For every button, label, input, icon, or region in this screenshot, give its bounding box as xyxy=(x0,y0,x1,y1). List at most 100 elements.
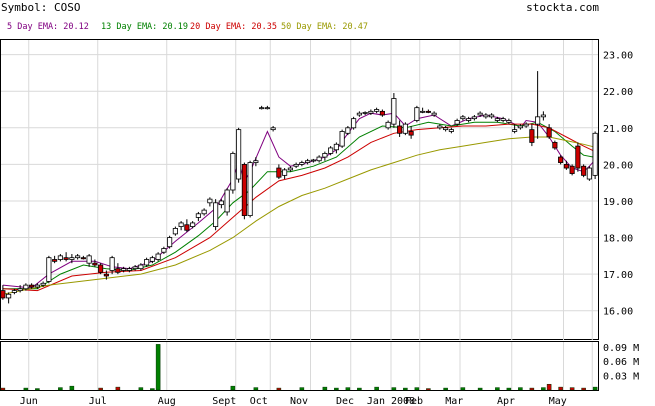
candle-body xyxy=(379,110,385,116)
candle xyxy=(408,125,414,139)
candle xyxy=(247,160,253,218)
candle-body xyxy=(201,209,207,215)
candle-body xyxy=(391,98,397,125)
legend-ema5: 5 Day EMA: 20.12 xyxy=(7,22,89,32)
candle-body xyxy=(500,118,506,121)
candle-body xyxy=(494,118,500,121)
candle xyxy=(512,124,518,134)
price-panel xyxy=(0,39,599,340)
candle xyxy=(581,164,587,178)
volume-bar xyxy=(558,386,563,391)
price-tick-label: 19.00 xyxy=(603,197,633,208)
candle xyxy=(17,285,23,293)
candle xyxy=(368,109,374,115)
candle-body xyxy=(40,282,46,286)
candle-body xyxy=(103,273,109,277)
candle xyxy=(316,155,322,163)
candle-body xyxy=(195,213,201,218)
candle-body xyxy=(17,288,23,292)
candle xyxy=(391,93,397,128)
price-axis-labels: 16.00 17.00 18.00 19.00 20.00 21.00 22.00 23.00 xyxy=(603,51,633,318)
volume-bar xyxy=(581,387,586,391)
candle-body xyxy=(535,116,541,125)
candle-body xyxy=(241,163,247,217)
candle-body xyxy=(345,127,351,134)
month-label: Apr xyxy=(497,396,515,406)
candle xyxy=(351,116,357,130)
candle-body xyxy=(98,264,104,273)
candle-body xyxy=(328,147,334,154)
candle xyxy=(540,111,546,121)
month-label: Oct xyxy=(250,396,268,406)
candle xyxy=(362,111,368,115)
candle-body xyxy=(402,123,408,134)
volume-bar xyxy=(299,387,305,391)
volume-bar xyxy=(58,387,63,391)
candle xyxy=(379,109,385,117)
volume-bar xyxy=(541,387,546,391)
volume-bar xyxy=(391,387,397,391)
candle xyxy=(471,115,477,121)
candle xyxy=(69,254,75,264)
candle xyxy=(431,111,437,117)
candle xyxy=(489,113,495,119)
candle-body xyxy=(437,125,443,129)
candle xyxy=(517,124,523,130)
candle xyxy=(121,266,127,273)
volume-tick-label: 0.06 M xyxy=(603,357,639,368)
ema-line-20-day xyxy=(2,123,596,292)
candle-body xyxy=(236,129,242,180)
volume-bar xyxy=(443,387,448,391)
candle xyxy=(172,226,178,236)
candle-body xyxy=(517,125,523,129)
legend-ema50: 50 Day EMA: 20.47 xyxy=(281,22,368,32)
candle xyxy=(420,107,426,114)
candle xyxy=(184,219,190,233)
volume-bar xyxy=(230,385,236,391)
candle xyxy=(34,283,40,289)
candle xyxy=(195,211,201,222)
candle xyxy=(201,208,207,216)
candle xyxy=(385,120,391,130)
price-tick-label: 16.00 xyxy=(603,307,633,318)
candle xyxy=(80,255,86,260)
candle xyxy=(149,255,155,264)
candle xyxy=(310,158,316,163)
candle-body xyxy=(414,107,420,121)
candle-body xyxy=(316,156,322,162)
volume-bar xyxy=(477,387,483,391)
volume-bar xyxy=(322,386,328,391)
candle xyxy=(241,162,247,220)
month-label: Jul xyxy=(89,396,107,406)
candle xyxy=(178,221,184,231)
candle-body xyxy=(230,153,236,191)
candle-body xyxy=(523,123,529,127)
candle xyxy=(506,118,512,125)
candle-body xyxy=(80,257,86,260)
candle-body xyxy=(397,125,403,134)
candle xyxy=(264,105,270,110)
candle-body xyxy=(339,131,345,147)
candle-body xyxy=(385,121,391,129)
candle-body xyxy=(420,110,426,113)
candle-body xyxy=(126,268,132,271)
volume-bar xyxy=(592,386,598,391)
volume-bar xyxy=(253,387,259,391)
candle xyxy=(52,255,58,264)
candle-body xyxy=(356,112,362,116)
candle xyxy=(529,124,535,147)
candle xyxy=(328,146,334,156)
volume-bar xyxy=(426,388,431,391)
candle-body xyxy=(184,224,190,231)
volume-bar xyxy=(414,387,420,391)
candle xyxy=(144,257,150,267)
candle-body xyxy=(161,248,167,253)
candle-body xyxy=(299,162,305,165)
volume-bar xyxy=(155,344,161,391)
candle-body xyxy=(569,165,575,174)
candle-body xyxy=(408,131,414,136)
candle xyxy=(299,160,305,167)
candle xyxy=(477,111,483,117)
candle-body xyxy=(506,120,512,123)
candle-body xyxy=(264,107,270,110)
